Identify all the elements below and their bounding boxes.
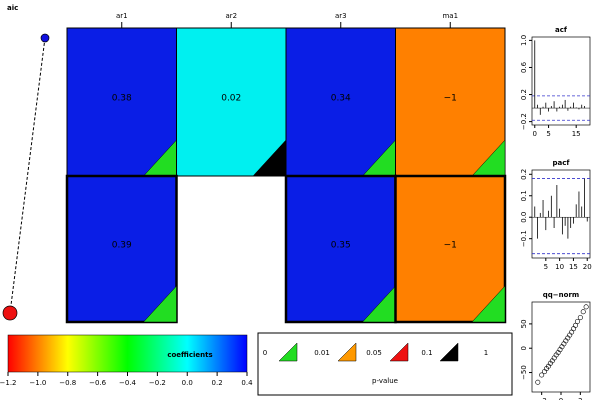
y-tick-label: 50 xyxy=(520,319,528,328)
y-tick-label: 0.2 xyxy=(520,169,528,180)
coef-label: 0.35 xyxy=(331,241,351,251)
x-tick-label: 10 xyxy=(555,263,564,271)
pvalue-swatch xyxy=(278,342,298,362)
panel-frame xyxy=(531,36,591,126)
coef-label: 0.38 xyxy=(112,94,132,104)
qq-point xyxy=(572,322,578,328)
column-label: ma1 xyxy=(442,12,458,20)
coef-cell xyxy=(394,174,507,324)
coef-label: 0.39 xyxy=(112,241,132,251)
coef-cell xyxy=(65,174,178,324)
column-label: ar3 xyxy=(335,12,347,20)
x-tick-label: 15 xyxy=(572,130,581,138)
coef-label: −1 xyxy=(444,94,457,104)
aic-line xyxy=(9,37,46,314)
coef-cell xyxy=(285,27,396,177)
panel-frame xyxy=(531,169,591,259)
x-tick-label: 0 xyxy=(533,130,537,138)
x-tick-label: 20 xyxy=(583,263,592,271)
pvalue-box xyxy=(257,332,513,396)
qq-point xyxy=(577,315,583,321)
coef-cell xyxy=(176,27,287,177)
panel-title: pacf xyxy=(553,159,571,167)
colorbar xyxy=(7,334,248,373)
colorbar-tick-label: 0.2 xyxy=(212,379,223,387)
coef-cell xyxy=(66,27,177,177)
coef-cell xyxy=(395,27,506,177)
y-tick-label: −50 xyxy=(520,365,528,380)
colorbar-tick-label: −0.6 xyxy=(89,379,107,387)
pvalue-swatch xyxy=(337,342,357,362)
qq-point xyxy=(583,304,589,310)
colorbar-title: coefficients xyxy=(167,351,212,359)
y-tick-label: 0.2 xyxy=(520,89,528,100)
y-tick-label: −0.2 xyxy=(520,113,528,130)
colorbar-tick-label: −0.2 xyxy=(149,379,166,387)
pvalue-title: p-value xyxy=(372,377,398,385)
coef-label: 0.02 xyxy=(221,94,241,104)
pvalue-marker xyxy=(142,285,177,323)
coef-label: −1 xyxy=(444,241,457,251)
aic-label: aic xyxy=(7,4,18,12)
pvalue-label: 0.1 xyxy=(421,349,432,357)
pvalue-marker xyxy=(471,285,506,323)
y-tick-label: −0.1 xyxy=(520,230,528,247)
pvalue-label: 1 xyxy=(484,349,488,357)
colorbar-tick-label: 0.4 xyxy=(241,379,253,387)
colorbar-tick-label: −1.0 xyxy=(29,379,46,387)
qq-point xyxy=(539,372,545,378)
column-label: ar1 xyxy=(116,12,128,20)
coef-label: 0.34 xyxy=(331,94,351,104)
y-tick-label: 1.0 xyxy=(520,35,528,46)
y-tick-label: 0.0 xyxy=(520,212,528,223)
pvalue-swatch xyxy=(389,342,409,362)
colorbar-tick-label: −1.2 xyxy=(0,379,17,387)
qq-point xyxy=(580,309,586,315)
colorbar-tick-label: 0.0 xyxy=(182,379,193,387)
x-tick-label: 5 xyxy=(544,263,548,271)
colorbar-tick-label: −0.8 xyxy=(59,379,76,387)
pvalue-label: 0 xyxy=(263,349,267,357)
y-tick-label: 0.6 xyxy=(520,61,528,73)
panel-title: qq−norm xyxy=(543,291,579,299)
x-tick-label: 15 xyxy=(569,263,578,271)
qq-point xyxy=(535,379,541,385)
pvalue-label: 0.05 xyxy=(366,349,382,357)
aic-point xyxy=(2,305,18,321)
colorbar-tick-label: −0.4 xyxy=(119,379,137,387)
pvalue-label: 0.01 xyxy=(314,349,330,357)
y-tick-label: 0 xyxy=(520,346,528,350)
panel-title: acf xyxy=(555,26,568,34)
aic-point xyxy=(40,33,50,43)
y-tick-label: 0.1 xyxy=(520,190,528,201)
qq-point xyxy=(574,318,580,324)
pvalue-swatch xyxy=(439,342,459,362)
column-label: ar2 xyxy=(225,12,237,20)
x-tick-label: 5 xyxy=(546,130,550,138)
